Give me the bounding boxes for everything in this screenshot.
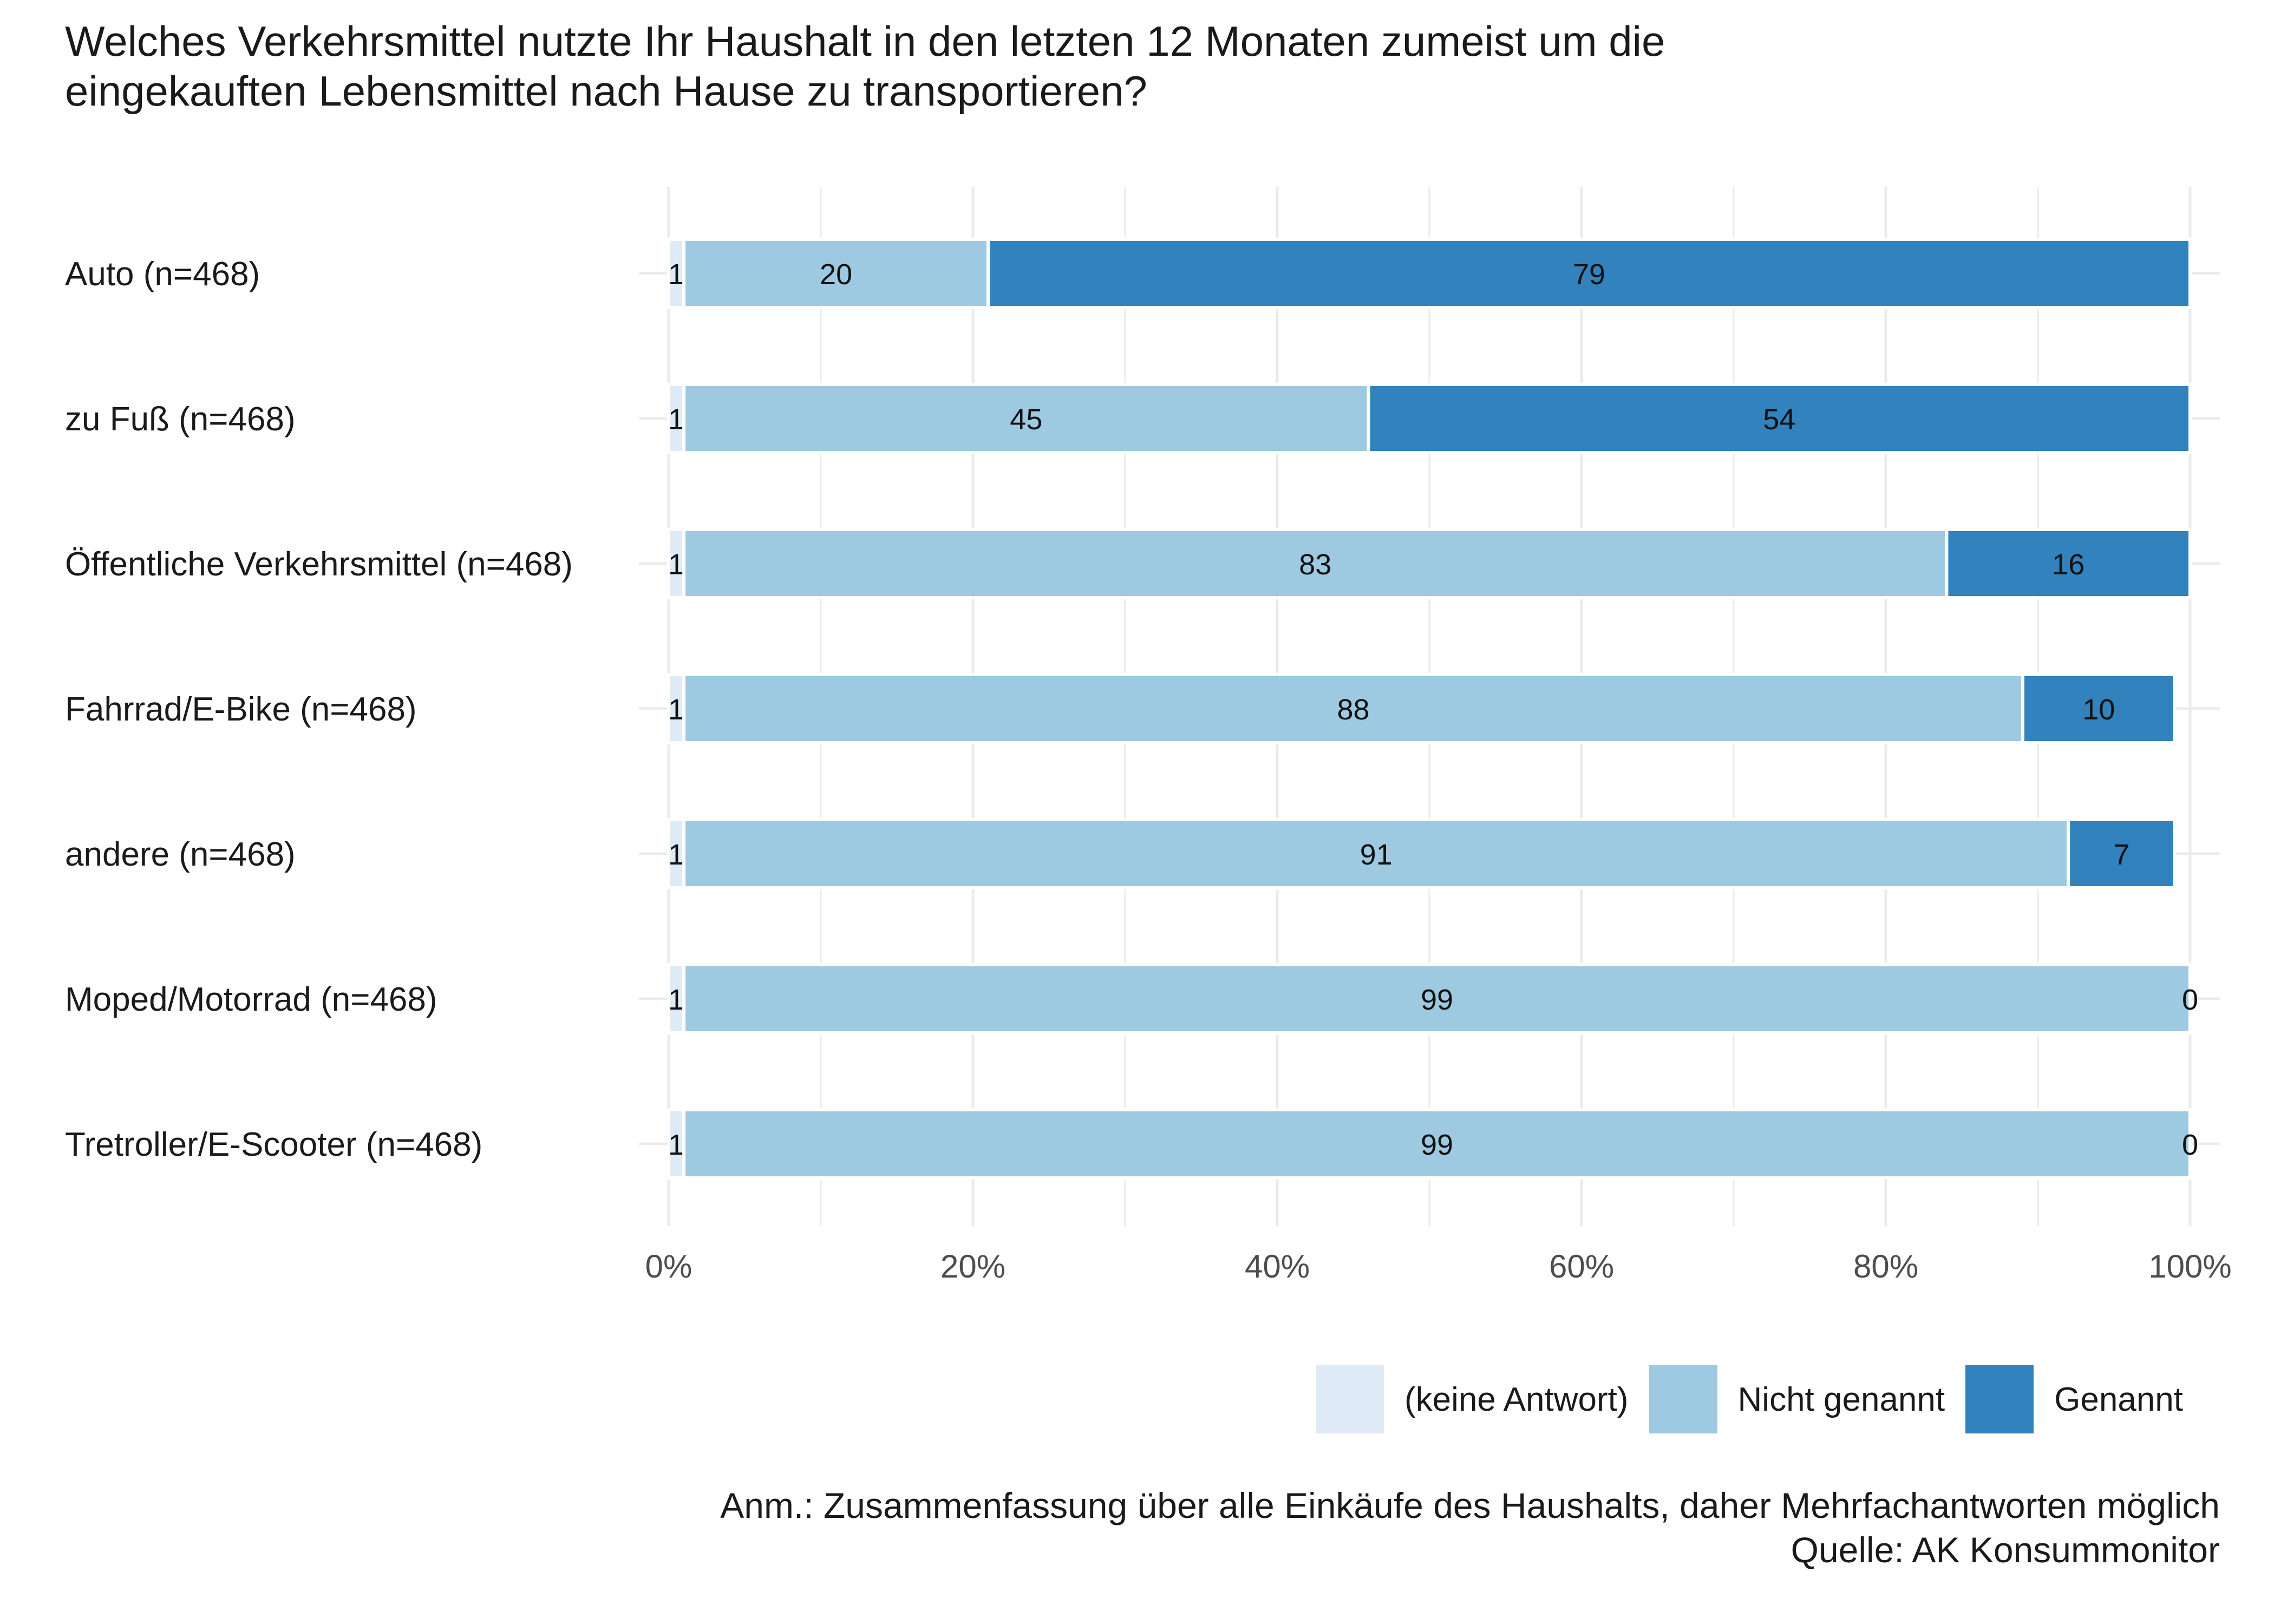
x-tick-label: 20% — [940, 1248, 1005, 1285]
bar-segment-genannt — [2021, 673, 2177, 744]
data-label-keine-antwort: 1 — [668, 1129, 684, 1161]
data-label-keine-antwort: 1 — [668, 984, 684, 1016]
data-label-nicht-genannt: 45 — [1010, 403, 1042, 436]
bar-segment-genannt — [986, 238, 2192, 309]
data-label-nicht-genannt: 99 — [1421, 1129, 1453, 1161]
category-label: Tretroller/E-Scooter (n=468) — [65, 1126, 482, 1163]
bar-segment-keine-antwort — [667, 963, 686, 1034]
footnote-source: Quelle: AK Konsummonitor — [1791, 1530, 2220, 1570]
legend-item-keine-antwort: (keine Antwort) — [1316, 1365, 1629, 1433]
data-label-nicht-genannt: 99 — [1421, 984, 1453, 1016]
bar-segment-nicht-genannt — [682, 528, 1949, 599]
category-label: Fahrrad/E-Bike (n=468) — [65, 691, 417, 728]
bar-segment-genannt — [1945, 528, 2192, 599]
legend-label-nicht-genannt: Nicht genannt — [1737, 1380, 1945, 1418]
data-label-nicht-genannt: 88 — [1337, 693, 1369, 726]
data-label-keine-antwort: 1 — [668, 839, 684, 871]
bar-segment-genannt — [1367, 383, 2192, 454]
category-label: Auto (n=468) — [65, 256, 260, 293]
x-tick-label: 60% — [1549, 1248, 1614, 1285]
data-label-nicht-genannt: 91 — [1360, 839, 1393, 871]
category-label: zu Fuß (n=468) — [65, 401, 296, 438]
footnote: Anm.: Zusammenfassung über alle Einkäufe… — [720, 1483, 2220, 1572]
data-label-keine-antwort: 1 — [668, 403, 684, 436]
data-label-genannt: 0 — [2182, 1129, 2198, 1161]
x-tick-label: 80% — [1853, 1248, 1918, 1285]
bar-segment-keine-antwort — [667, 238, 686, 309]
legend-swatch-nicht-genannt — [1649, 1365, 1717, 1433]
data-label-keine-antwort: 1 — [668, 258, 684, 291]
data-label-genannt: 79 — [1573, 258, 1605, 291]
legend-item-genannt: Genannt — [1965, 1365, 2183, 1433]
data-label-nicht-genannt: 83 — [1299, 548, 1331, 581]
bar-segment-nicht-genannt — [682, 383, 1370, 454]
x-tick-label: 100% — [2148, 1248, 2231, 1285]
x-tick-label: 40% — [1245, 1248, 1310, 1285]
legend-label-genannt: Genannt — [2054, 1380, 2183, 1418]
category-label: Moped/Motorrad (n=468) — [65, 981, 437, 1018]
chart-title-line-2: eingekauften Lebensmittel nach Hause zu … — [65, 67, 1147, 115]
bar-segment-keine-antwort — [667, 528, 686, 599]
chart-title-line-1: Welches Verkehrsmittel nutzte Ihr Hausha… — [65, 17, 1665, 65]
data-label-keine-antwort: 1 — [668, 548, 684, 581]
category-label: andere (n=468) — [65, 836, 296, 873]
bar-segment-nicht-genannt — [682, 818, 2070, 889]
data-label-genannt: 16 — [2052, 548, 2084, 581]
data-label-genannt: 7 — [2114, 839, 2130, 871]
bar-segment-nicht-genannt — [682, 673, 2024, 744]
footnote-annotation: Anm.: Zusammenfassung über alle Einkäufe… — [720, 1485, 2220, 1525]
legend-swatch-keine-antwort — [1316, 1365, 1384, 1433]
legend-swatch-genannt — [1965, 1365, 2034, 1433]
data-label-genannt: 54 — [1763, 403, 1795, 436]
x-tick-label: 0% — [645, 1248, 692, 1285]
legend-item-nicht-genannt: Nicht genannt — [1649, 1365, 1945, 1433]
bar-segment-genannt — [2067, 818, 2177, 889]
bar-segment-keine-antwort — [667, 383, 686, 454]
category-label: Öffentliche Verkehrsmittel (n=468) — [65, 546, 573, 583]
legend-label-keine-antwort: (keine Antwort) — [1404, 1380, 1629, 1418]
bar-segment-nicht-genannt — [682, 963, 2192, 1034]
data-label-keine-antwort: 1 — [668, 693, 684, 726]
bar-segment-nicht-genannt — [682, 238, 990, 309]
bar-segment-nicht-genannt — [682, 1108, 2192, 1180]
chart-title: Welches Verkehrsmittel nutzte Ihr Hausha… — [65, 16, 2177, 116]
legend: (keine Antwort) Nicht genannt Genannt — [1316, 1364, 2204, 1435]
data-label-nicht-genannt: 20 — [820, 258, 852, 291]
data-label-genannt: 10 — [2082, 693, 2115, 726]
data-label-genannt: 0 — [2182, 984, 2198, 1016]
